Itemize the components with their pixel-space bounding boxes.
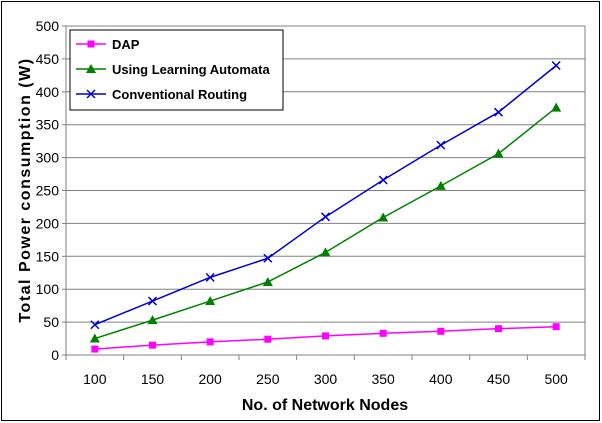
x-tick-label: 400 — [429, 371, 453, 387]
x-tick-label: 300 — [314, 371, 338, 387]
data-point-square — [264, 335, 272, 343]
legend: DAP Using Learning Automata Conventional R… — [69, 29, 284, 111]
data-point-square — [552, 323, 560, 331]
series-layer — [89, 60, 562, 353]
data-point-x — [320, 212, 331, 222]
y-axis-ticks: 0 50 100 150 200 250 300 350 400 450 500 — [36, 18, 66, 363]
x-tick-label: 450 — [487, 371, 511, 387]
data-point-x — [493, 107, 504, 117]
data-point-x — [436, 140, 446, 150]
data-point-square — [322, 332, 329, 340]
data-point-triangle — [86, 64, 96, 73]
data-point-triangle — [378, 212, 389, 222]
y-tick-label: 350 — [36, 117, 60, 133]
y-tick-label: 100 — [36, 281, 60, 297]
data-point-square — [206, 338, 214, 346]
x-tick-label: 250 — [256, 371, 280, 387]
legend-label: Using Learning Automata — [112, 62, 270, 77]
series-dap — [91, 323, 560, 353]
data-point-x — [90, 320, 100, 330]
data-point-square — [437, 327, 445, 335]
data-point-square — [87, 40, 95, 48]
data-point-square — [379, 329, 387, 337]
x-tick-label: 150 — [141, 371, 165, 387]
data-point-x — [263, 253, 273, 263]
legend-entry: Using Learning Automata — [76, 62, 270, 77]
data-point-triangle — [320, 247, 331, 257]
y-tick-label: 450 — [36, 51, 60, 67]
x-tick-label: 200 — [198, 371, 222, 387]
data-point-x — [551, 60, 561, 71]
data-point-triangle — [147, 315, 158, 325]
series-using-learning-automata — [89, 102, 562, 343]
data-point-x — [86, 89, 96, 99]
x-tick-label: 500 — [544, 371, 568, 387]
data-point-triangle — [493, 148, 504, 158]
x-tick-label: 100 — [83, 371, 107, 387]
data-point-x — [378, 175, 388, 185]
y-tick-label: 200 — [36, 215, 60, 231]
legend-label: DAP — [112, 37, 140, 52]
x-axis-ticks: 100 150 200 250 300 350 400 450 500 — [65, 355, 586, 387]
data-point-x — [147, 296, 158, 306]
y-tick-label: 400 — [36, 84, 60, 100]
x-axis-title: No. of Network Nodes — [242, 397, 408, 414]
legend-items: DAP Using Learning Automata Conventional R… — [76, 37, 270, 102]
data-point-triangle — [89, 333, 100, 343]
y-tick-label: 150 — [36, 248, 60, 264]
data-point-triangle — [435, 180, 446, 190]
y-tick-label: 250 — [36, 183, 60, 199]
data-point-square — [149, 341, 156, 349]
data-point-square — [495, 325, 502, 333]
legend-label: Conventional Routing — [112, 87, 247, 102]
y-tick-label: 0 — [51, 347, 59, 363]
legend-entry: DAP — [76, 37, 140, 52]
legend-entry: Conventional Routing — [76, 87, 247, 102]
data-point-triangle — [205, 296, 216, 306]
series-conventional-routing — [90, 60, 561, 330]
data-point-triangle — [551, 102, 562, 112]
data-point-x — [205, 272, 215, 282]
y-axis-title: Total Power consumption (W) — [17, 57, 34, 322]
x-tick-label: 350 — [371, 371, 395, 387]
y-tick-label: 50 — [43, 314, 59, 330]
data-point-triangle — [262, 276, 273, 286]
y-tick-label: 500 — [36, 18, 60, 34]
data-point-square — [91, 345, 99, 353]
y-tick-label: 300 — [36, 150, 60, 166]
